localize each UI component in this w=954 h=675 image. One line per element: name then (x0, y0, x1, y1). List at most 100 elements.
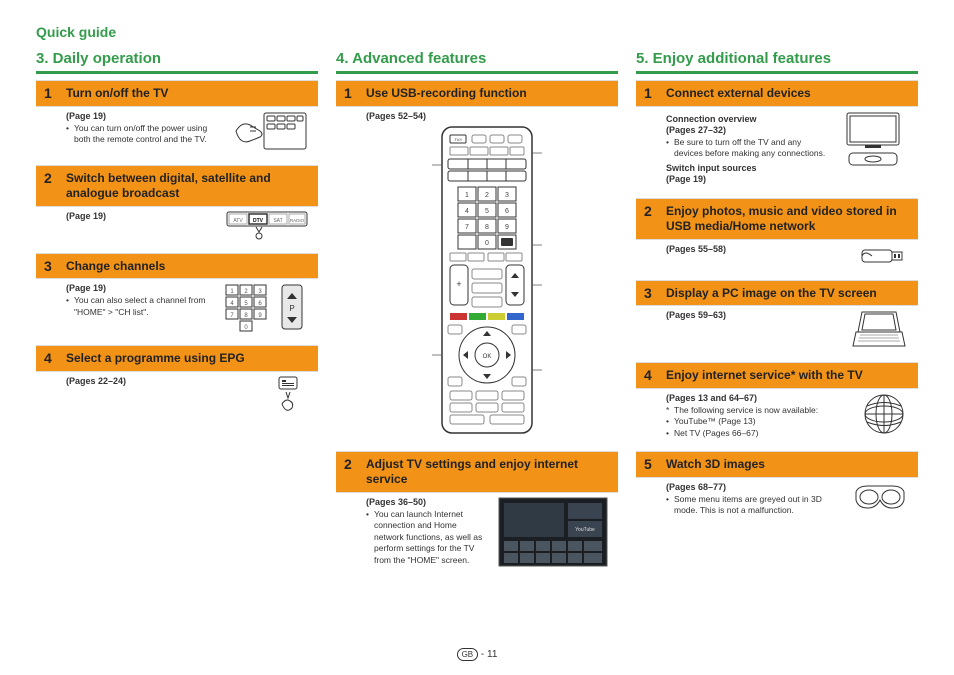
step-number: 4 (644, 367, 658, 383)
illus-keypad-updown: 123 456 789 0 P (224, 283, 308, 333)
svg-text:8: 8 (485, 224, 489, 231)
step-body: (Pages 55–58) (636, 240, 918, 274)
illus-3d-glasses (852, 482, 908, 512)
illus-home-screen: YouTube (498, 497, 608, 570)
step-title: Enjoy internet service* with the TV (666, 367, 863, 384)
step-bar: 3 Change channels (36, 253, 318, 280)
green-rule (636, 71, 918, 74)
step-number: 5 (644, 456, 658, 472)
page-ref: (Page 19) (66, 111, 220, 121)
bullet: You can also select a channel from "HOME… (66, 295, 214, 318)
page-footer: GB - 11 (0, 648, 954, 661)
illus-source-buttons: ATV DTV SAT RADIO (226, 211, 308, 241)
bullet: You can turn on/off the power using both… (66, 123, 220, 146)
page-ref: (Pages 22–24) (66, 376, 258, 386)
step-bar: 2 Switch between digital, satellite and … (36, 165, 318, 207)
svg-text:DTV: DTV (253, 218, 264, 224)
step-number: 1 (644, 85, 658, 101)
svg-text:5: 5 (485, 208, 489, 215)
step-title: Enjoy photos, music and video stored in … (666, 203, 910, 235)
step-bar: 1 Turn on/off the TV (36, 80, 318, 107)
step-bar: 2 Adjust TV settings and enjoy internet … (336, 451, 618, 493)
step-number: 2 (344, 456, 358, 472)
illus-big-remote: TV/I (432, 125, 542, 435)
page-ref: (Page 19) (66, 211, 216, 221)
svg-text:SAT: SAT (273, 218, 282, 224)
step-number: 1 (344, 85, 358, 101)
page-ref: (Pages 59–63) (666, 310, 840, 320)
bullet: You can launch Internet connection and H… (366, 509, 488, 566)
step-body: (Pages 13 and 64–67) The following servi… (636, 389, 918, 445)
note: The following service is now available: (666, 405, 850, 416)
bullet: YouTube™ (Page 13) (666, 416, 850, 427)
svg-text:P: P (289, 304, 294, 313)
step-title: Use USB-recording function (366, 85, 527, 102)
step-title: Switch between digital, satellite and an… (66, 170, 310, 202)
page-ref: (Page 19) (666, 174, 828, 184)
page-ref: (Pages 52–54) (366, 111, 608, 121)
illus-hand-remote-top (230, 111, 308, 153)
step-title: Turn on/off the TV (66, 85, 168, 102)
step-body: (Page 19) You can turn on/off the power … (36, 107, 318, 159)
page-ref: (Pages 55–58) (666, 244, 848, 254)
illus-tv-and-box (838, 111, 908, 169)
step-body: (Page 19) ATV DTV SAT RADIO (36, 207, 318, 247)
bullet: Some menu items are greyed out in 3D mod… (666, 494, 842, 517)
svg-text:YouTube: YouTube (575, 527, 595, 533)
step-title: Watch 3D images (666, 456, 765, 473)
step-body: (Pages 22–24) (36, 372, 318, 420)
svg-text:3: 3 (505, 192, 509, 199)
page-ref: (Pages 68–77) (666, 482, 842, 492)
svg-text:0: 0 (485, 240, 489, 247)
step-bar: 5 Watch 3D images (636, 451, 918, 478)
bullet: Net TV (Pages 66–67) (666, 428, 850, 439)
step-body: (Pages 36–50) You can launch Internet co… (336, 493, 618, 576)
svg-text:7: 7 (465, 224, 469, 231)
columns: 3. Daily operation 1 Turn on/off the TV … (36, 50, 918, 576)
step-title: Connect external devices (666, 85, 811, 102)
step-bar: 2 Enjoy photos, music and video stored i… (636, 198, 918, 240)
illus-epg-button (268, 376, 308, 414)
step-body: (Pages 68–77) Some menu items are greyed… (636, 478, 918, 523)
column-daily-operation: 3. Daily operation 1 Turn on/off the TV … (36, 50, 318, 576)
svg-text:RADIO: RADIO (290, 218, 305, 223)
step-title: Adjust TV settings and enjoy internet se… (366, 456, 610, 488)
svg-text:+: + (456, 279, 461, 289)
page-ref: (Pages 36–50) (366, 497, 488, 507)
step-body: Connection overview (Pages 27–32) Be sur… (636, 107, 918, 192)
step-bar: 1 Use USB-recording function (336, 80, 618, 107)
svg-text:6: 6 (505, 208, 509, 215)
page: Quick guide 3. Daily operation 1 Turn on… (0, 0, 954, 675)
illus-globe (860, 393, 908, 435)
step-number: 3 (644, 285, 658, 301)
column-advanced-features: 4. Advanced features 1 Use USB-recording… (336, 50, 618, 576)
column-title: 5. Enjoy additional features (636, 50, 918, 67)
illus-laptop (850, 310, 908, 350)
locale-badge: GB (457, 648, 479, 661)
column-title: 4. Advanced features (336, 50, 618, 67)
sub-heading: Connection overview (666, 114, 828, 124)
step-number: 3 (44, 258, 58, 274)
svg-text:2: 2 (485, 192, 489, 199)
step-number: 2 (644, 203, 658, 219)
illus-usb-stick (858, 244, 908, 268)
green-rule (336, 71, 618, 74)
step-title: Select a programme using EPG (66, 350, 245, 367)
step-bar: 4 Enjoy internet service* with the TV (636, 362, 918, 389)
bullet: Be sure to turn off the TV and any devic… (666, 137, 828, 160)
sub-heading: Switch input sources (666, 163, 828, 173)
step-number: 2 (44, 170, 58, 186)
step-body: (Page 19) You can also select a channel … (36, 279, 318, 339)
column-additional-features: 5. Enjoy additional features 1 Connect e… (636, 50, 918, 576)
page-ref: (Pages 27–32) (666, 125, 828, 135)
page-ref: (Pages 13 and 64–67) (666, 393, 850, 403)
step-bar: 4 Select a programme using EPG (36, 345, 318, 372)
svg-text:OK: OK (483, 354, 492, 360)
svg-text:4: 4 (465, 208, 469, 215)
step-title: Change channels (66, 258, 165, 275)
guide-title: Quick guide (36, 24, 918, 40)
green-rule (36, 71, 318, 74)
svg-text:TV/I: TV/I (454, 137, 461, 142)
step-body: (Pages 59–63) (636, 306, 918, 356)
step-title: Display a PC image on the TV screen (666, 285, 877, 302)
